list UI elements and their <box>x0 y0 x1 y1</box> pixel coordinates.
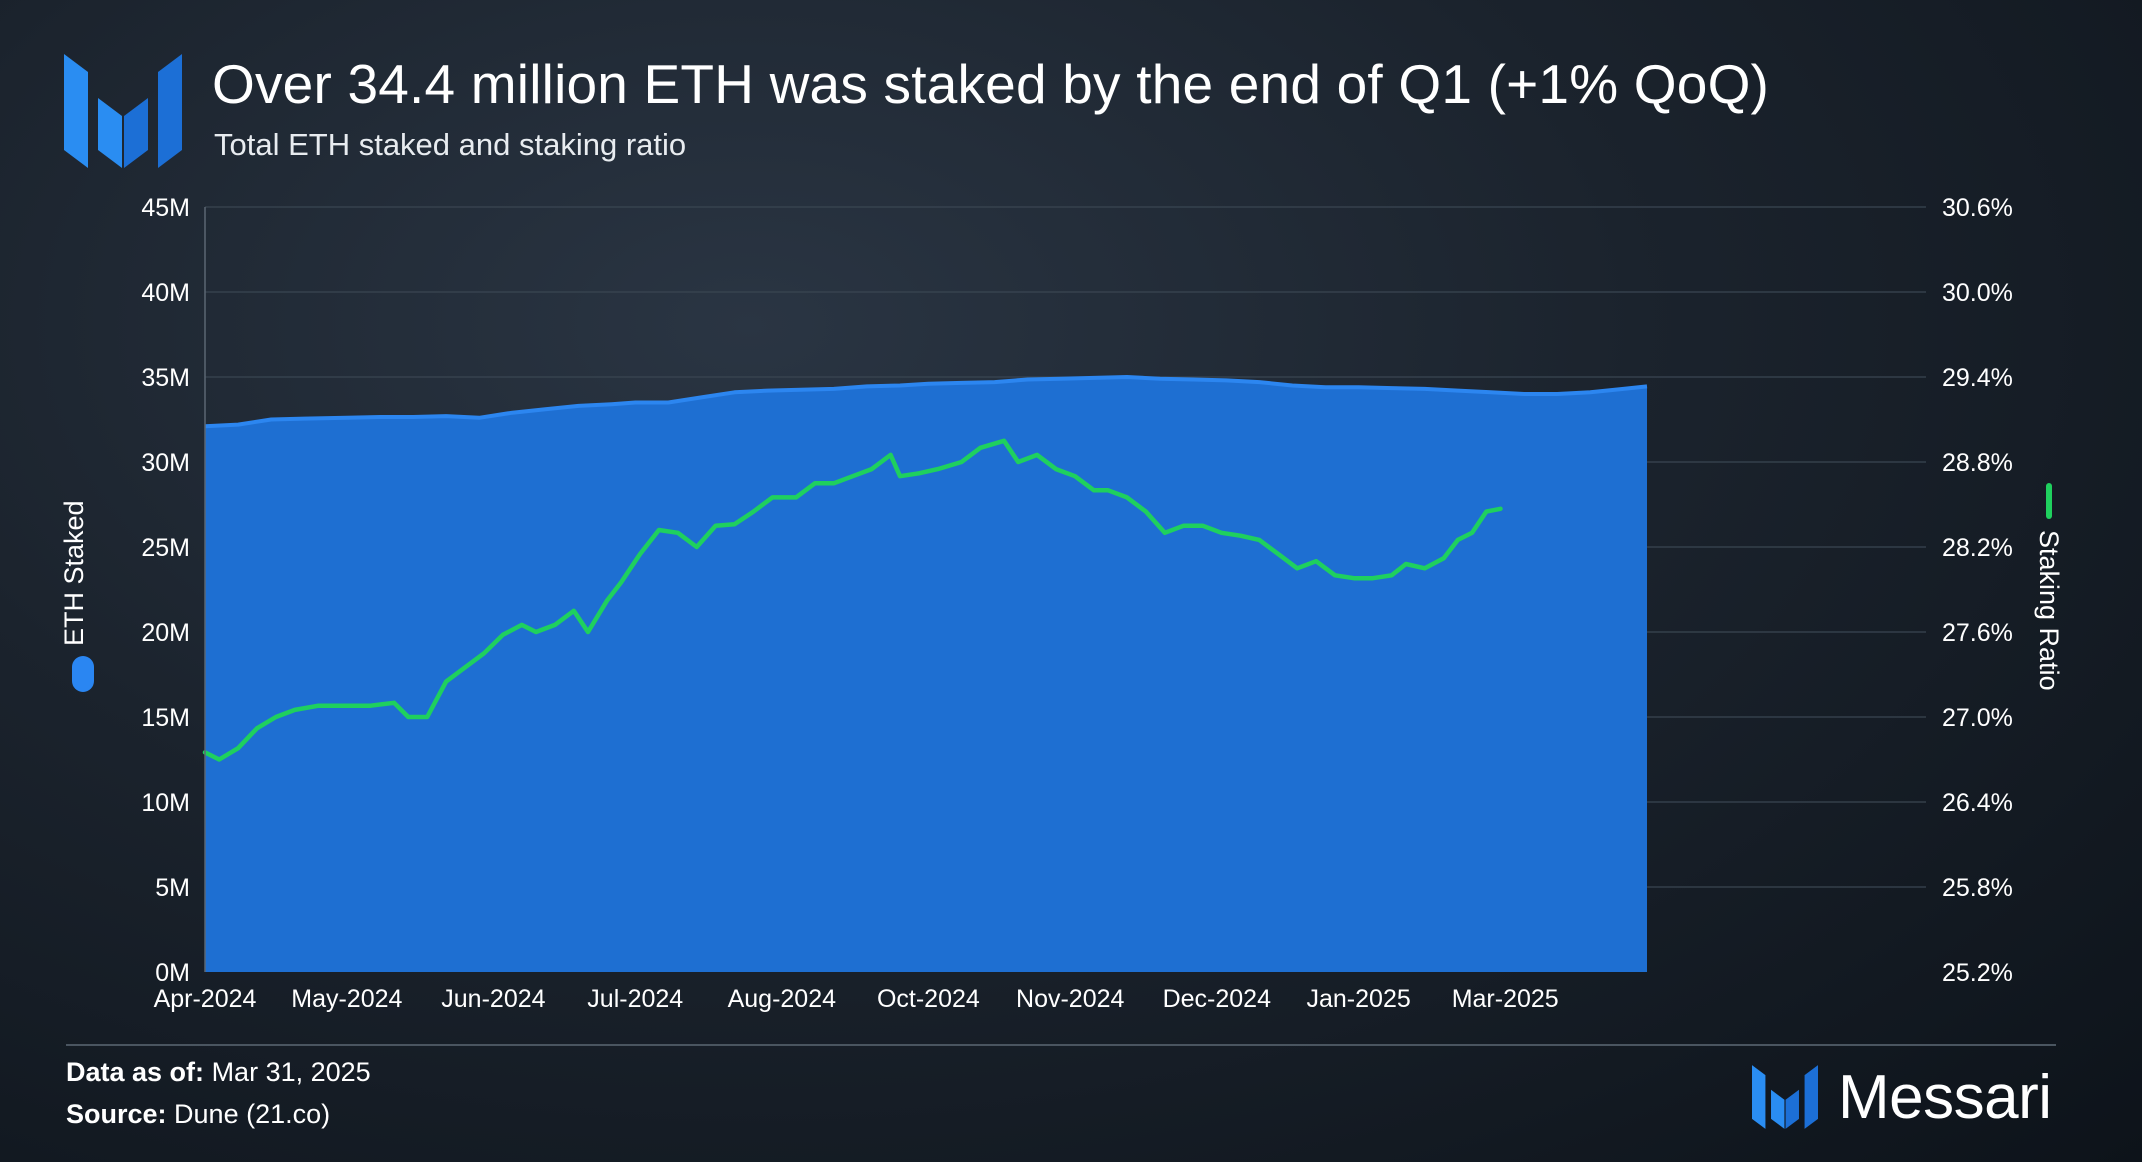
data-as-of-value: Mar 31, 2025 <box>211 1057 371 1087</box>
x-tick-label: Dec-2024 <box>1163 985 1271 1013</box>
right-axis-ticks: 25.2% 25.8% 26.4% 27.0% 27.6% 28.2% 28.8% 29.4%… <box>1942 194 2013 987</box>
right-tick-label: 25.2% <box>1942 959 2013 987</box>
right-tick-label: 25.8% <box>1942 874 2013 902</box>
left-tick-label: 20M <box>141 619 190 647</box>
right-tick-label: 30.6% <box>1942 194 2013 222</box>
right-tick-label: 30.0% <box>1942 279 2013 307</box>
right-tick-label: 29.4% <box>1942 364 2013 392</box>
right-tick-label: 26.4% <box>1942 789 2013 817</box>
x-axis-ticks: Apr-2024 May-2024 Jun-2024 Jul-2024 Aug-2024… <box>154 985 1559 1013</box>
eth-staked-legend-swatch <box>72 656 94 692</box>
left-tick-label: 5M <box>155 874 190 902</box>
x-tick-label: Jan-2025 <box>1307 985 1411 1013</box>
left-tick-label: 10M <box>141 789 190 817</box>
brand-logo: Messari <box>1752 1062 2052 1132</box>
left-axis-legend: ETH Staked <box>59 500 94 692</box>
right-axis-title: Staking Ratio <box>2034 530 2064 691</box>
right-tick-label: 27.6% <box>1942 619 2013 647</box>
left-tick-label: 45M <box>141 194 190 222</box>
messari-logo-icon <box>64 54 182 168</box>
x-tick-label: Apr-2024 <box>154 985 257 1013</box>
left-axis-ticks: 0M 5M 10M 15M 20M 25M 30M 35M 40M 45M <box>141 194 190 987</box>
left-tick-label: 15M <box>141 704 190 732</box>
staking-ratio-series <box>202 438 1503 762</box>
source: Source: Dune (21.co) <box>66 1099 330 1130</box>
brand-name: Messari <box>1838 1062 2052 1132</box>
x-tick-label: Jul-2024 <box>587 985 683 1013</box>
x-tick-label: Oct-2024 <box>877 985 980 1013</box>
data-as-of-label: Data as of: <box>66 1057 205 1087</box>
left-tick-label: 35M <box>141 364 190 392</box>
right-tick-label: 27.0% <box>1942 704 2013 732</box>
footer-divider <box>66 1044 2056 1046</box>
staking-ratio-line <box>202 438 1503 762</box>
right-axis-legend: Staking Ratio <box>2034 483 2064 691</box>
chart-subtitle: Total ETH staked and staking ratio <box>214 127 687 162</box>
x-tick-label: May-2024 <box>291 985 402 1013</box>
left-tick-label: 40M <box>141 279 190 307</box>
eth-staked-edge <box>204 375 1648 429</box>
staking-ratio-legend-swatch <box>2046 483 2052 519</box>
left-tick-label: 0M <box>155 959 190 987</box>
left-axis-title: ETH Staked <box>59 500 89 646</box>
right-tick-label: 28.2% <box>1942 534 2013 562</box>
source-value: Dune (21.co) <box>174 1099 331 1129</box>
x-tick-label: Nov-2024 <box>1016 985 1124 1013</box>
eth-staked-series <box>204 375 1648 972</box>
left-tick-label: 25M <box>141 534 190 562</box>
messari-brand-icon <box>1752 1065 1818 1129</box>
source-label: Source: <box>66 1099 167 1129</box>
chart-title: Over 34.4 million ETH was staked by the … <box>212 53 1770 115</box>
x-tick-label: Aug-2024 <box>728 985 837 1013</box>
left-tick-label: 30M <box>141 449 190 477</box>
data-as-of: Data as of: Mar 31, 2025 <box>66 1057 371 1088</box>
eth-staked-area <box>205 377 1647 972</box>
x-tick-label: Mar-2025 <box>1452 985 1559 1013</box>
x-tick-label: Jun-2024 <box>441 985 545 1013</box>
right-tick-label: 28.8% <box>1942 449 2013 477</box>
